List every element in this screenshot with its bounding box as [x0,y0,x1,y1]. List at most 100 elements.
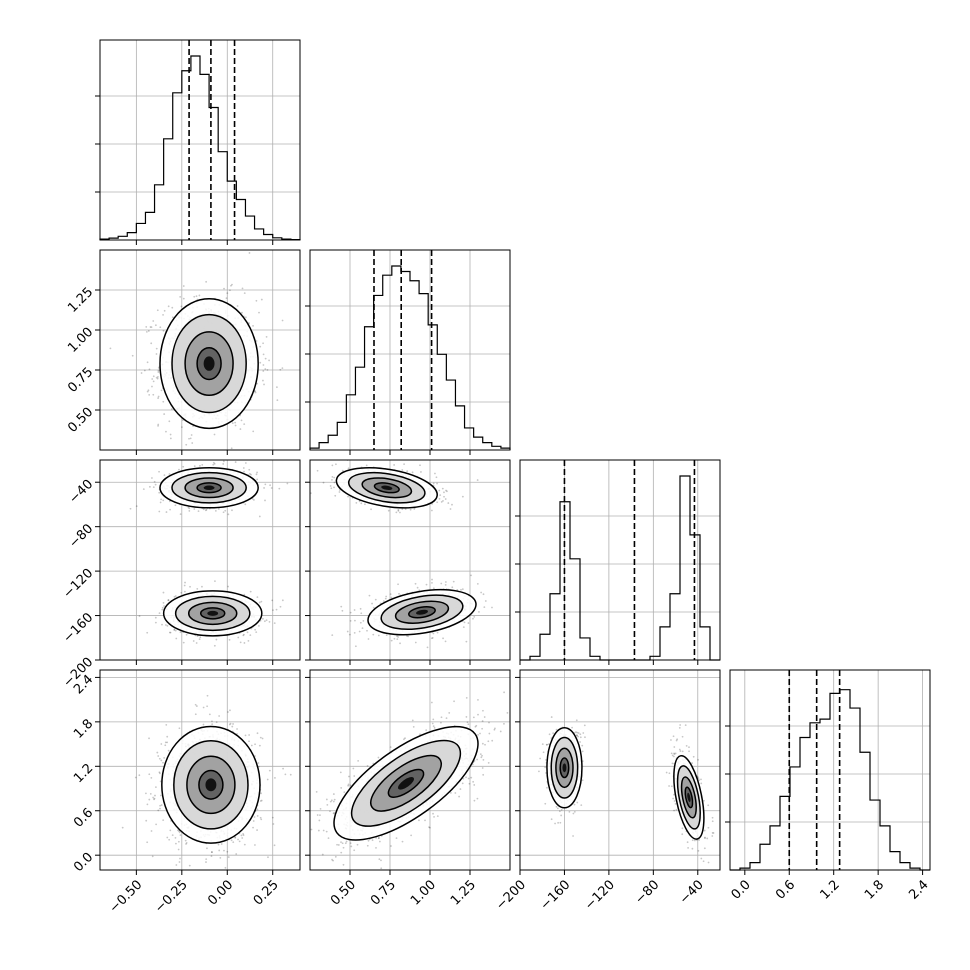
scatter-point [390,639,393,642]
scatter-point [419,464,421,467]
scatter-point [179,513,182,516]
scatter-point [232,723,234,725]
scatter-point [334,494,337,497]
scatter-point [169,437,172,440]
panel-body [109,252,284,457]
scatter-point [411,471,414,474]
scatter-point [473,784,476,786]
scatter-point [166,624,169,627]
scatter-point [149,792,152,795]
scatter-point [229,289,231,292]
scatter-point [182,297,185,300]
scatter-point [441,487,444,490]
scatter-point [217,508,220,510]
scatter-point [231,455,233,457]
hist-panel-3: 0.0 0.6 1.2 1.8 2.4 [725,669,932,903]
scatter-point [210,855,213,858]
scatter-point [158,510,161,513]
scatter-point [153,797,156,800]
x-tick-label: −0.25 [152,877,191,916]
scatter-point [183,584,186,587]
scatter-point [155,786,157,789]
scatter-point [333,798,336,801]
scatter-point [159,326,162,329]
scatter-point [157,424,159,427]
scatter-point [348,775,350,778]
scatter-point [481,720,484,722]
scatter-point [477,713,479,716]
scatter-point [241,837,244,839]
scatter-point [187,506,190,509]
scatter-point [418,589,421,592]
scatter-point [384,597,387,600]
scatter-point [395,511,398,514]
scatter-point [222,463,225,465]
scatter-point [234,836,237,839]
scatter-point [179,857,181,860]
scatter-point [235,853,238,855]
panel-body [121,694,292,869]
scatter-point [163,309,166,312]
scatter-point [253,816,256,818]
scatter-point [174,595,177,597]
scatter-point [260,799,263,802]
scatter-point [154,794,156,797]
scatter-point [482,593,485,596]
scatter-point [169,508,171,511]
scatter-point [476,797,479,800]
scatter-point [215,721,218,724]
scatter-point [260,298,263,301]
scatter-point [259,816,262,819]
scatter-point [218,849,221,852]
x-tick-label: 0.00 [205,877,236,908]
scatter-point [453,700,455,703]
scatter-point [348,633,351,636]
scatter-point [222,460,225,463]
scatter-point [168,500,171,503]
scatter-point [177,848,180,851]
y-tick-label: −160 [60,610,96,646]
scatter-point [430,637,433,640]
scatter-point [484,600,487,602]
scatter-point [444,498,447,500]
scatter-panel-3-1: 0.50 0.75 1.00 1.25 [305,669,511,909]
scatter-point [179,295,182,298]
scatter-point [243,593,246,596]
scatter-point [178,468,180,471]
scatter-point [259,800,262,802]
scatter-point [452,580,455,583]
scatter-point [161,608,164,611]
scatter-point [153,798,155,801]
scatter-point [436,631,439,634]
scatter-point [281,367,284,370]
scatter-point [416,586,419,589]
density-peak [415,609,428,615]
scatter-point [366,844,369,847]
scatter-point [347,495,349,498]
scatter-point [436,482,438,485]
scatter-point [231,422,234,425]
scatter-point [249,634,252,637]
scatter-point [150,326,153,329]
scatter-point [135,505,138,508]
scatter-point [146,631,149,634]
scatter-point [179,834,182,837]
scatter-point [229,709,231,712]
scatter-point [360,502,363,505]
scatter-point [243,843,246,846]
scatter-point [347,783,350,786]
y-tick-label: 1.00 [65,325,96,356]
scatter-point [440,716,443,719]
scatter-point [440,582,443,585]
scatter-point [231,509,233,512]
scatter-point [355,501,358,504]
scatter-point [169,433,172,436]
scatter-point [372,606,375,609]
y-tick-label: 0.75 [65,365,96,396]
scatter-point [432,725,435,728]
scatter-point [218,715,221,717]
scatter-point [166,735,169,738]
scatter-point [160,759,163,762]
scatter-point [146,390,149,393]
scatter-point [331,464,334,467]
